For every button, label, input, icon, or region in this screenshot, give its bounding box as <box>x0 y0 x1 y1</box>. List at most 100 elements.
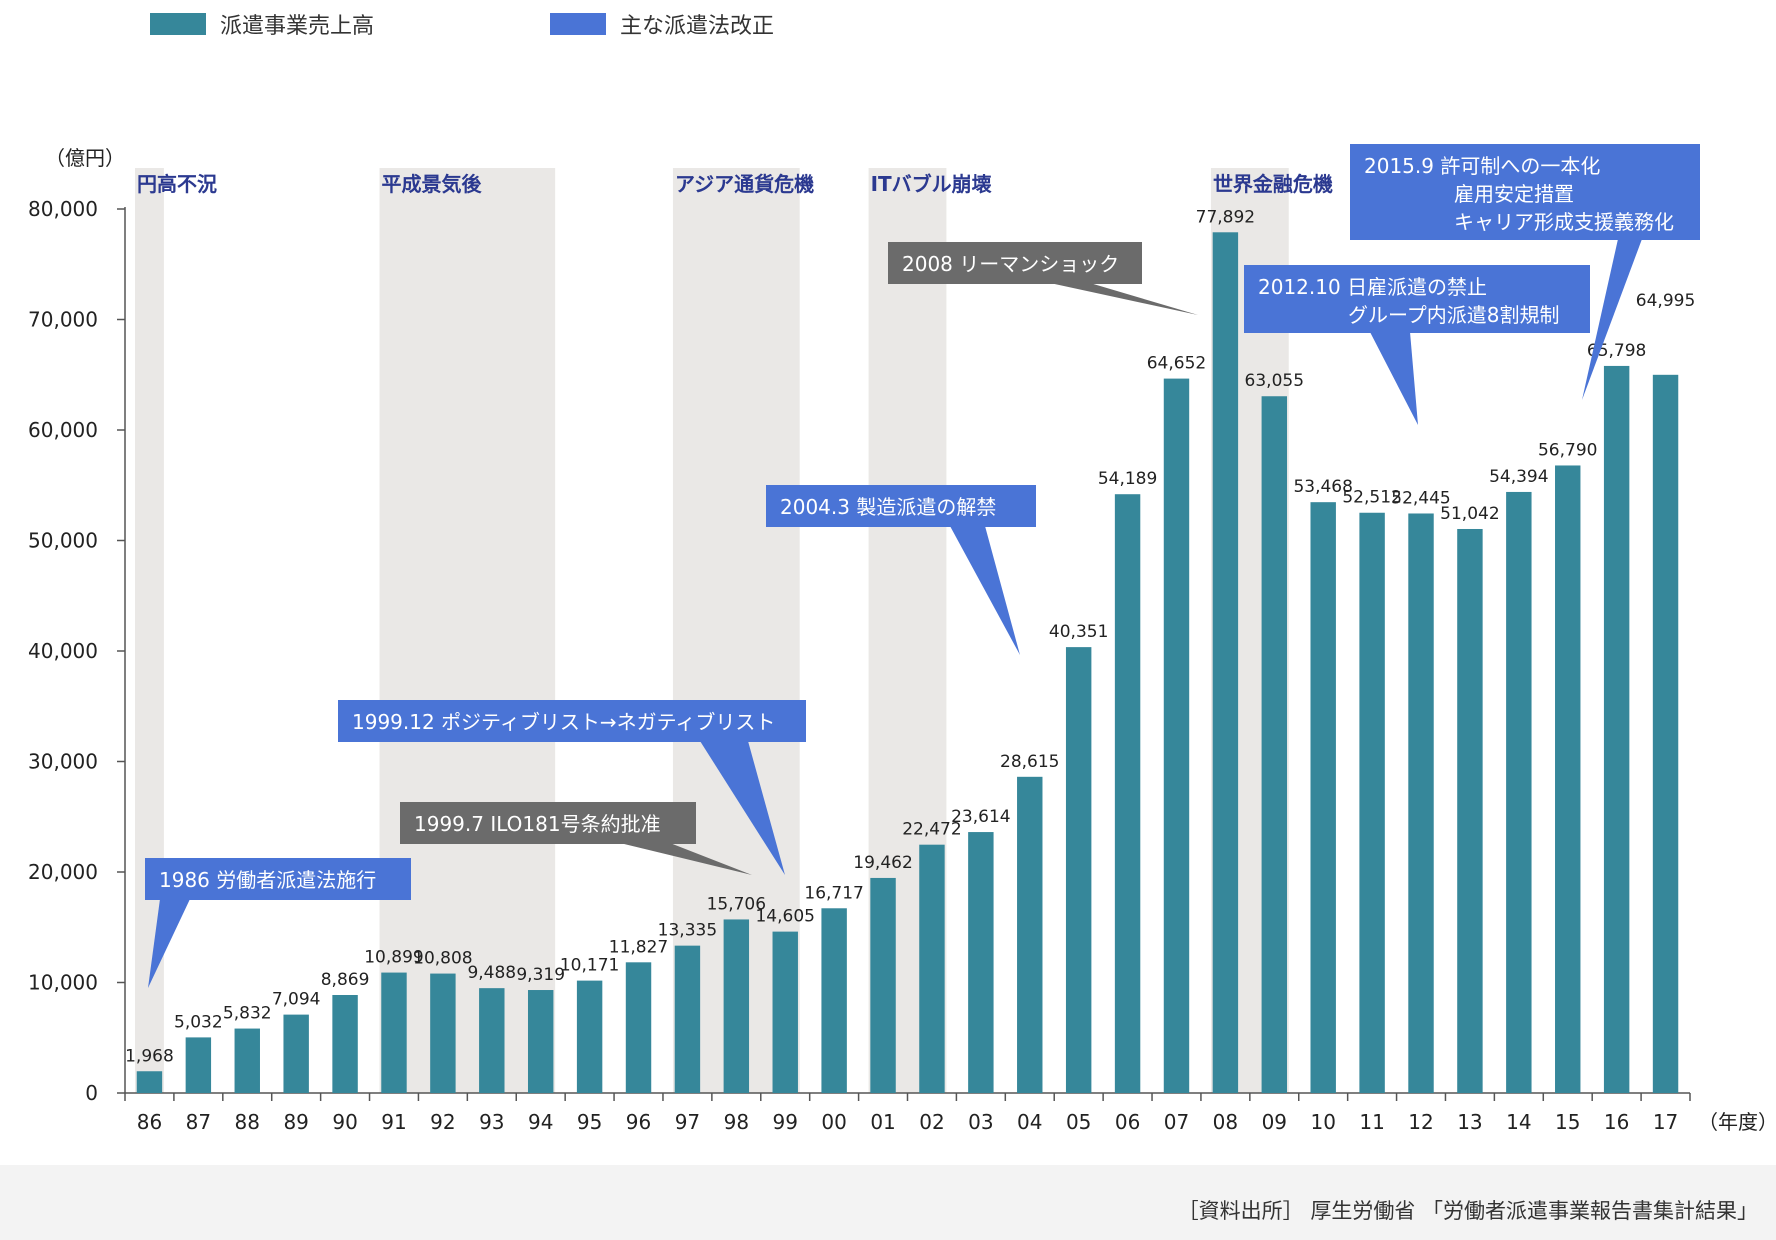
callout-pointer <box>1370 332 1418 425</box>
data-label: 9,488 <box>467 963 516 983</box>
data-label: 51,042 <box>1440 504 1499 524</box>
bar <box>1555 465 1581 1094</box>
data-label: 40,351 <box>1049 622 1108 642</box>
bar <box>576 980 603 1093</box>
callout-text: 2012.10 日雇派遣の禁止 <box>1258 275 1487 299</box>
data-label: 22,472 <box>902 820 961 840</box>
callout-blue <box>1350 144 1700 240</box>
bar <box>332 994 358 1093</box>
x-tick-label: 88 <box>235 1110 260 1134</box>
bar <box>1212 232 1239 1093</box>
callout-pointer <box>620 843 752 875</box>
x-tick-label: 00 <box>821 1110 846 1134</box>
callout-text: 2004.3 製造派遣の解禁 <box>780 495 996 519</box>
y-tick-label: 20,000 <box>28 860 98 884</box>
bar <box>1017 776 1043 1093</box>
bar <box>625 962 652 1093</box>
callout-blue <box>1244 265 1590 333</box>
data-label: 54,394 <box>1489 467 1548 487</box>
recession-band <box>379 168 556 1093</box>
callout-gray <box>888 242 1142 284</box>
callout-text: 1986 労働者派遣法施行 <box>159 868 376 892</box>
recession-label: 平成景気後 <box>382 172 483 196</box>
bar <box>1506 491 1532 1093</box>
y-tick-label: 10,000 <box>28 971 98 995</box>
bar <box>1114 494 1141 1093</box>
bar <box>1652 374 1679 1093</box>
bar <box>185 1037 212 1093</box>
bar <box>723 919 750 1093</box>
source-note: ［資料出所］ 厚生労働省 「労働者派遣事業報告書集計結果」 <box>1177 1199 1758 1223</box>
y-tick-label: 60,000 <box>28 418 98 442</box>
bar <box>772 931 798 1093</box>
data-label: 52,445 <box>1391 488 1450 508</box>
bar <box>821 908 847 1093</box>
y-tick-label: 70,000 <box>28 308 98 332</box>
x-tick-label: 01 <box>870 1110 895 1134</box>
data-label: 13,335 <box>658 921 717 941</box>
data-label: 52,512 <box>1342 488 1401 508</box>
data-label: 7,094 <box>272 990 321 1010</box>
bar <box>430 973 456 1093</box>
footer-band <box>0 1165 1776 1240</box>
data-label: 28,615 <box>1000 752 1059 772</box>
data-label: 15,706 <box>707 894 766 914</box>
data-label: 54,189 <box>1098 469 1157 489</box>
x-tick-label: 17 <box>1653 1110 1678 1134</box>
callout-text: 2015.9 許可制への一本化 <box>1364 154 1600 178</box>
callout-text: 2008 リーマンショック <box>902 252 1119 276</box>
callout-text: 雇用安定措置 <box>1454 182 1574 206</box>
x-tick-label: 99 <box>773 1110 798 1134</box>
callout-text: 1999.12 ポジティブリスト→ネガティブリスト <box>352 710 775 734</box>
bar <box>136 1071 163 1093</box>
x-tick-label: 05 <box>1066 1110 1091 1134</box>
data-label: 64,995 <box>1636 291 1695 311</box>
data-label: 19,462 <box>853 853 912 873</box>
callout-gray <box>400 802 696 844</box>
callout-pointer <box>1582 239 1642 400</box>
x-tick-label: 06 <box>1115 1110 1140 1134</box>
x-tick-label: 15 <box>1555 1110 1580 1134</box>
callout-blue <box>338 700 806 742</box>
callout-pointer <box>148 899 190 988</box>
x-tick-label: 03 <box>968 1110 993 1134</box>
x-tick-label: 12 <box>1408 1110 1433 1134</box>
callout-pointer <box>700 741 785 875</box>
callout-text: グループ内派遣8割規制 <box>1348 303 1560 327</box>
bar <box>283 1014 309 1093</box>
bar <box>479 988 505 1093</box>
bar <box>381 972 407 1093</box>
y-unit-label: （億円） <box>45 146 125 170</box>
bar <box>674 945 701 1093</box>
bar <box>1163 378 1190 1093</box>
data-label: 23,614 <box>951 807 1010 827</box>
bar <box>968 832 994 1093</box>
callout-text: 1999.7 ILO181号条約批准 <box>414 812 661 836</box>
callout-blue <box>145 858 411 900</box>
data-label: 77,892 <box>1196 207 1255 227</box>
data-label: 53,468 <box>1293 477 1352 497</box>
recession-label: 世界金融危機 <box>1213 172 1333 196</box>
x-tick-label: 87 <box>186 1110 211 1134</box>
x-tick-label: 91 <box>381 1110 406 1134</box>
sales-bar-chart: 円高不況 平成景気後 アジア通貨危機 ITバブル崩壊 世界金融危機 0 10,000 20,0… <box>28 144 1776 1134</box>
data-label: 5,032 <box>174 1012 223 1032</box>
legend-revision: 主な派遣法改正 <box>550 8 774 40</box>
x-tick-label: 92 <box>430 1110 455 1134</box>
bar <box>1457 528 1483 1093</box>
callout-text: キャリア形成支援義務化 <box>1454 210 1674 234</box>
x-tick-label: 04 <box>1017 1110 1042 1134</box>
bar <box>1065 647 1092 1093</box>
bar <box>1359 512 1385 1093</box>
x-tick-label: 97 <box>675 1110 700 1134</box>
y-tick-label: 0 <box>85 1081 98 1105</box>
data-label: 14,605 <box>755 907 814 927</box>
bar <box>1310 502 1336 1093</box>
recession-label: アジア通貨危機 <box>675 172 814 196</box>
x-tick-label: 89 <box>283 1110 308 1134</box>
bar <box>527 990 554 1093</box>
callout-pointer <box>1050 283 1198 315</box>
x-tick-label: 02 <box>919 1110 944 1134</box>
data-label: 10,899 <box>364 948 423 968</box>
x-tick-label: 14 <box>1506 1110 1531 1134</box>
